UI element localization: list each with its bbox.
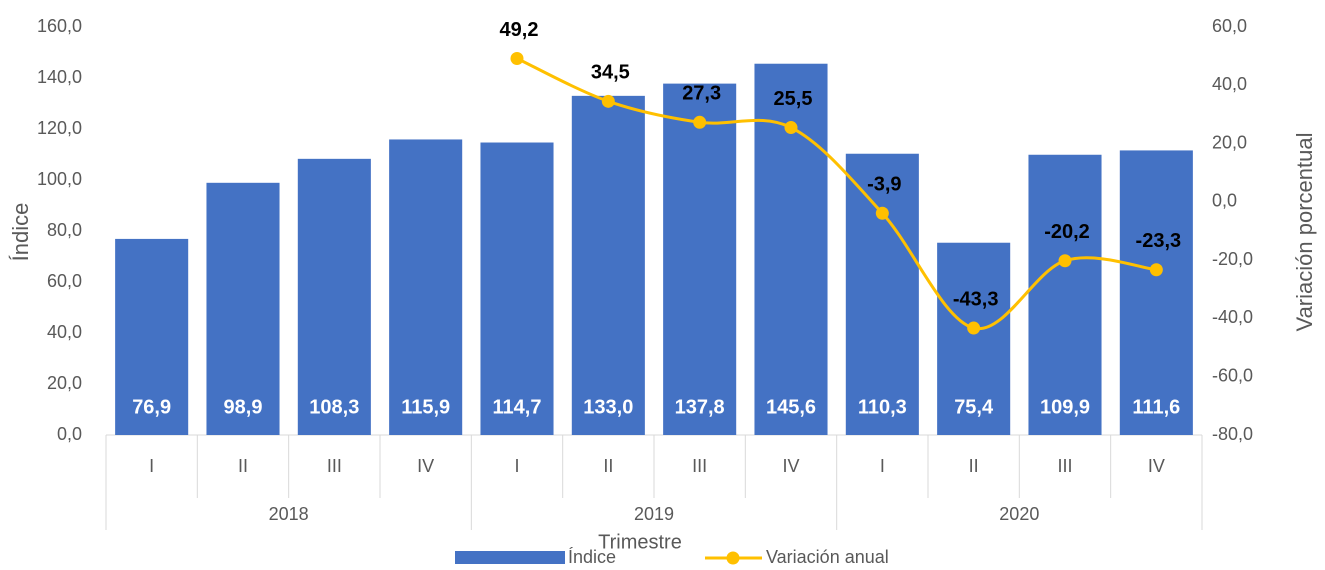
- x-tick-label: IV: [417, 456, 434, 476]
- bar: [937, 242, 1011, 435]
- bar-label: 111,6: [1132, 396, 1180, 418]
- bar: [206, 182, 280, 435]
- x-tick-label: II: [969, 456, 979, 476]
- y2-tick-label: 60,0: [1212, 16, 1247, 36]
- y2-tick-label: 0,0: [1212, 191, 1237, 211]
- line-label: 27,3: [682, 83, 721, 105]
- x-tick-label: IV: [782, 456, 799, 476]
- line-marker: [967, 321, 981, 335]
- bar: [1028, 154, 1102, 435]
- bar: [297, 158, 371, 435]
- x-tick-label: III: [692, 456, 707, 476]
- bar: [115, 238, 189, 435]
- y-tick-label: 40,0: [47, 322, 82, 342]
- line-marker: [510, 51, 524, 65]
- line-label: -23,3: [1136, 230, 1182, 252]
- group-label: 2020: [999, 504, 1039, 524]
- x-tick-label: I: [149, 456, 154, 476]
- bar: [571, 95, 645, 435]
- y-tick-label: 100,0: [37, 169, 82, 189]
- x-tick-label: IV: [1148, 456, 1165, 476]
- y2-tick-label: -80,0: [1212, 424, 1253, 444]
- bar-label: 76,9: [132, 396, 171, 418]
- y-axis-title: Índice: [8, 203, 33, 262]
- legend-swatch: [455, 551, 565, 564]
- line-marker: [1058, 254, 1072, 268]
- y-tick-label: 0,0: [57, 424, 82, 444]
- bar: [1119, 150, 1193, 436]
- line-marker: [784, 121, 798, 135]
- bar-label: 98,9: [224, 396, 263, 418]
- line-label: 34,5: [591, 62, 630, 84]
- bar-label: 109,9: [1040, 396, 1090, 418]
- y2-tick-label: -40,0: [1212, 307, 1253, 327]
- line-label: -20,2: [1044, 221, 1090, 243]
- y2-tick-label: -60,0: [1212, 365, 1253, 385]
- y2-axis-title: Variación porcentual: [1292, 133, 1317, 332]
- bar: [845, 153, 919, 436]
- y-tick-label: 60,0: [47, 271, 82, 291]
- legend-label: Variación anual: [766, 547, 889, 567]
- line: [516, 57, 1157, 331]
- y2-tick-label: -20,0: [1212, 249, 1253, 269]
- y-tick-label: 80,0: [47, 220, 82, 240]
- x-tick-label: II: [603, 456, 613, 476]
- y-tick-label: 20,0: [47, 373, 82, 393]
- bar-label: 115,9: [401, 396, 450, 418]
- x-tick-label: II: [238, 456, 248, 476]
- line-marker: [601, 94, 615, 108]
- bar-label: 145,6: [766, 396, 816, 418]
- bar-label: 114,7: [493, 396, 542, 418]
- bar-label: 75,4: [954, 396, 994, 418]
- x-tick-label: III: [1057, 456, 1072, 476]
- bar-label: 108,3: [309, 396, 359, 418]
- x-tick-label: I: [514, 456, 519, 476]
- y-tick-label: 160,0: [37, 16, 82, 36]
- legend-label: Índice: [568, 547, 616, 567]
- x-tick-label: III: [327, 456, 342, 476]
- bar: [389, 139, 463, 435]
- x-axis-title: Trimestre: [598, 531, 682, 553]
- line-marker: [875, 206, 889, 220]
- bar: [663, 83, 737, 436]
- line-marker: [1149, 263, 1163, 277]
- line-label: 25,5: [774, 88, 813, 110]
- y2-tick-label: 40,0: [1212, 74, 1247, 94]
- y-tick-label: 120,0: [37, 118, 82, 138]
- line-label: -43,3: [953, 288, 999, 310]
- line-marker: [693, 115, 707, 129]
- line-label: 49,2: [500, 19, 539, 41]
- x-tick-label: I: [880, 456, 885, 476]
- y-tick-label: 140,0: [37, 67, 82, 87]
- legend-marker: [726, 551, 740, 565]
- y2-tick-label: 20,0: [1212, 132, 1247, 152]
- group-label: 2018: [269, 504, 309, 524]
- group-label: 2019: [634, 504, 674, 524]
- bar-label: 110,3: [858, 396, 907, 418]
- bar: [480, 142, 554, 435]
- bar-label: 133,0: [583, 396, 633, 418]
- line-label: -3,9: [867, 174, 901, 196]
- bar-label: 137,8: [675, 396, 725, 418]
